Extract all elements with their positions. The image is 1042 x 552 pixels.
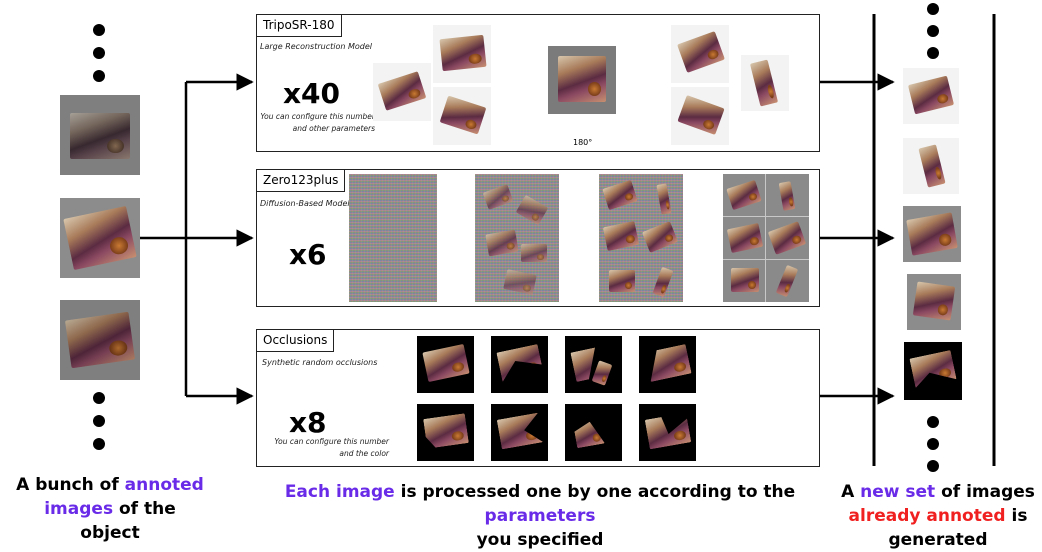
- occluded-sample: [639, 336, 696, 393]
- panel-title: Zero123plus: [257, 170, 346, 192]
- ellipsis-dot: [927, 438, 939, 450]
- panel-title: Occlusions: [257, 330, 335, 352]
- ellipsis-dot: [927, 47, 939, 59]
- occluded-sample: [491, 336, 548, 393]
- ellipsis-dot: [927, 460, 939, 472]
- occluded-sample: [417, 336, 474, 393]
- ellipsis-dot: [93, 438, 105, 450]
- render-view: [373, 63, 431, 121]
- multiplier: x8: [289, 406, 327, 439]
- ellipsis-dot: [927, 25, 939, 37]
- ellipsis-dot: [927, 416, 939, 428]
- output-image: [907, 274, 961, 330]
- multiplier: x6: [289, 238, 327, 271]
- noise-grid: [349, 174, 437, 302]
- render-view: [741, 55, 789, 111]
- angle-label: 180°: [573, 138, 593, 147]
- ellipsis-dot: [93, 70, 105, 82]
- denoise-step: [475, 174, 559, 302]
- occluded-sample: [639, 404, 696, 461]
- occluded-sample: [417, 404, 474, 461]
- occlusions-panel: Occlusions Synthetic random occlusions x…: [256, 329, 820, 467]
- parameter-note: You can configure this number and the col…: [274, 437, 389, 458]
- ellipsis-dot: [93, 24, 105, 36]
- input-image: [60, 95, 140, 175]
- triposr-panel: TripoSR-180 Large Reconstruction Model x…: [256, 14, 820, 152]
- ellipsis-dot: [93, 392, 105, 404]
- occluded-sample: [565, 404, 622, 461]
- ellipsis-dot: [927, 3, 939, 15]
- output-image: [903, 68, 959, 124]
- output-image: [903, 206, 961, 262]
- occluded-sample: [491, 404, 548, 461]
- output-image: [904, 342, 962, 400]
- input-image-highlighted: [60, 198, 140, 278]
- left-caption: A bunch of annoted images of the object: [16, 475, 204, 543]
- ellipsis-dot: [93, 47, 105, 59]
- output-image: [903, 138, 959, 194]
- input-image: [60, 300, 140, 380]
- multiplier: x40: [283, 77, 341, 110]
- panel-title: TripoSR-180: [257, 15, 342, 37]
- panel-subtitle: Synthetic random occlusions: [262, 358, 378, 367]
- ellipsis-dot: [93, 415, 105, 427]
- parameter-note: You can configure this number and other p…: [260, 112, 375, 133]
- right-caption: A new set of images already annoted is g…: [841, 482, 1035, 550]
- occluded-sample: [565, 336, 622, 393]
- render-view: [671, 25, 729, 83]
- panel-subtitle: Diffusion-Based Model: [260, 199, 350, 208]
- center-render: [548, 46, 616, 114]
- render-view: [433, 87, 491, 145]
- render-view: [433, 25, 491, 83]
- center-caption: Each image is processed one by one accor…: [284, 482, 796, 550]
- zero123-panel: Zero123plus Diffusion-Based Model x6: [256, 169, 820, 307]
- output-grid: [723, 174, 809, 302]
- render-view: [671, 87, 729, 145]
- denoise-step: [599, 174, 683, 302]
- panel-subtitle: Large Reconstruction Model: [260, 42, 372, 51]
